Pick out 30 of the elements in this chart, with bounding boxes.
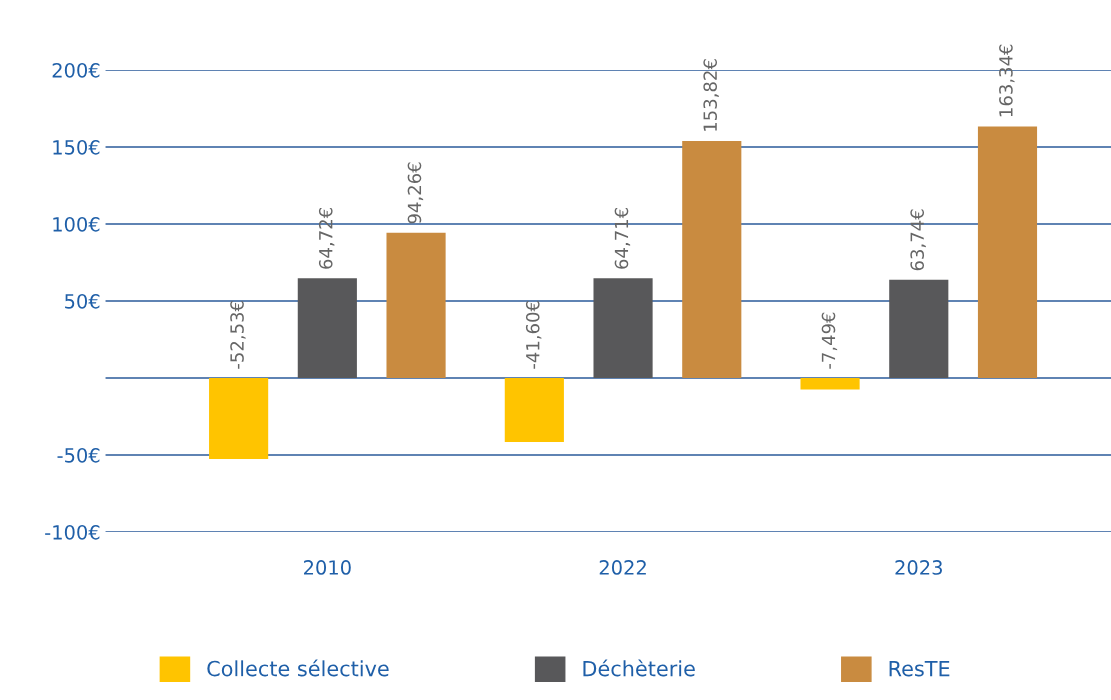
bar <box>682 141 742 378</box>
bar <box>800 378 860 390</box>
data-label: 63,74€ <box>910 209 926 271</box>
x-tick-label: 2023 <box>895 560 942 575</box>
y-tick-label: 150€ <box>53 139 100 155</box>
legend-label: Collecte sélective <box>207 659 389 677</box>
data-label: -52,53€ <box>230 301 246 369</box>
bar <box>504 378 564 443</box>
bar <box>386 232 446 378</box>
data-label: 163,34€ <box>999 44 1015 117</box>
y-tick-label: 50€ <box>65 293 100 309</box>
x-tick-label: 2022 <box>599 560 646 575</box>
x-tick-label: 2010 <box>304 560 351 575</box>
bar <box>209 378 269 459</box>
data-label: -41,60€ <box>525 301 542 369</box>
y-tick-label: 200€ <box>52 62 100 78</box>
data-label: 64,71€ <box>614 208 631 269</box>
bar <box>593 278 653 378</box>
bar <box>889 279 949 378</box>
bar <box>977 126 1038 378</box>
y-tick-label: -100€ <box>45 524 100 540</box>
y-tick-label: 100€ <box>53 216 100 232</box>
data-label: 64,72€ <box>318 208 335 269</box>
data-label: 94,26€ <box>407 162 424 224</box>
legend-label: Déchèterie <box>583 659 695 677</box>
legend-label: ResTE <box>889 660 950 677</box>
y-tick-label: -50€ <box>57 447 100 463</box>
data-label: -7,49€ <box>821 312 838 369</box>
bar <box>297 278 357 378</box>
data-label: 153,82€ <box>703 59 719 131</box>
